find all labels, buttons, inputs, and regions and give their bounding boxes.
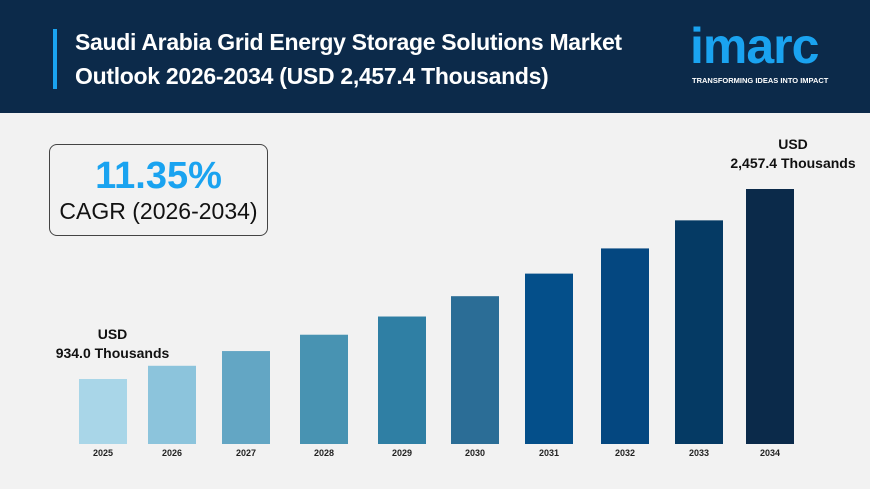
bar-2026	[148, 365, 196, 444]
imarc-logo: imarc TRANSFORMING IDEAS INTO IMPACT	[690, 12, 850, 85]
x-tick-2025: 2025	[93, 448, 113, 458]
x-tick-2026: 2026	[162, 448, 182, 458]
annotation-2025-line1: USD	[97, 326, 128, 342]
x-tick-2027: 2027	[236, 448, 256, 458]
header-banner: Saudi Arabia Grid Energy Storage Solutio…	[0, 0, 870, 113]
logo-tagline: TRANSFORMING IDEAS INTO IMPACT	[692, 76, 829, 85]
bar-2034	[746, 189, 794, 444]
cagr-box: 11.35% CAGR (2026-2034)	[49, 144, 268, 236]
annotation-2025: USD 934.0 Thousands	[40, 325, 185, 363]
annotation-2034: USD 2,457.4 Thousands	[718, 135, 868, 173]
bar-2033	[675, 220, 723, 444]
bar-2029	[378, 316, 426, 444]
bar-2027	[222, 351, 270, 444]
annotation-2025-line2: 934.0 Thousands	[55, 345, 170, 361]
annotation-2034-line2: 2,457.4 Thousands	[730, 155, 856, 171]
annotation-2034-line1: USD	[778, 136, 808, 152]
x-tick-2032: 2032	[615, 448, 635, 458]
cagr-value: 11.35%	[95, 155, 222, 197]
bar-2025	[79, 379, 127, 444]
x-tick-2029: 2029	[392, 448, 412, 458]
title-accent-bar	[53, 29, 57, 89]
x-tick-2033: 2033	[689, 448, 709, 458]
bar-2028	[300, 334, 348, 444]
bar-2031	[525, 273, 573, 444]
x-tick-2031: 2031	[539, 448, 559, 458]
logo-wordmark: imarc	[690, 18, 819, 74]
chart-title: Saudi Arabia Grid Energy Storage Solutio…	[75, 29, 622, 89]
x-tick-2028: 2028	[314, 448, 334, 458]
x-tick-2034: 2034	[760, 448, 780, 458]
bar-2032	[601, 248, 649, 444]
x-tick-2030: 2030	[465, 448, 485, 458]
bar-2030	[451, 296, 499, 444]
cagr-label: CAGR (2026-2034)	[59, 198, 258, 224]
